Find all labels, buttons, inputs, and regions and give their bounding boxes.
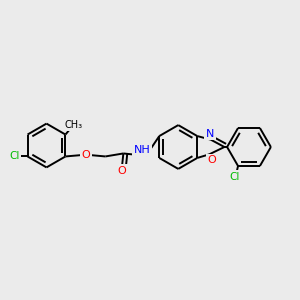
Text: CH₃: CH₃ (64, 120, 82, 130)
Text: O: O (118, 166, 126, 176)
Text: O: O (207, 155, 216, 165)
Text: Cl: Cl (9, 152, 20, 161)
Text: N: N (206, 129, 214, 139)
Text: O: O (82, 150, 90, 160)
Text: NH: NH (134, 145, 150, 154)
Text: Cl: Cl (230, 172, 240, 182)
